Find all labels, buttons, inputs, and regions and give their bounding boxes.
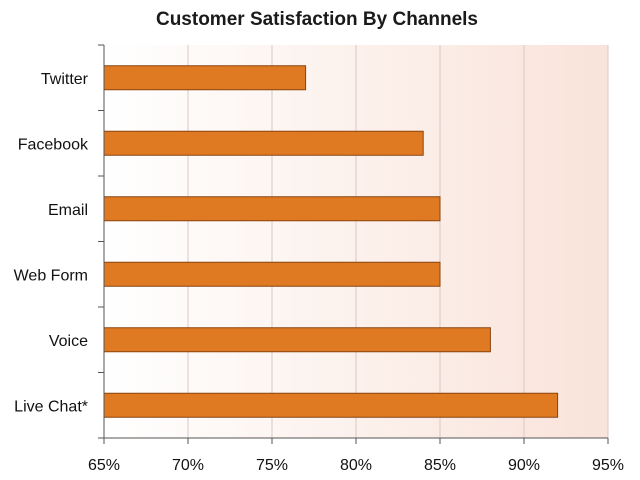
chart-title: Customer Satisfaction By Channels	[156, 9, 478, 30]
x-tick-label: 75%	[256, 457, 288, 474]
x-tick-label: 85%	[424, 457, 456, 474]
x-tick-label: 80%	[340, 457, 372, 474]
x-tick-label: 95%	[592, 457, 624, 474]
category-label: Web Form	[14, 267, 88, 284]
axes	[98, 44, 609, 444]
bars	[103, 65, 559, 418]
category-label: Voice	[49, 333, 88, 350]
bar	[103, 130, 424, 156]
bar	[103, 65, 307, 91]
labels: Twitter Facebook Email Web Form Voice Live Ch…	[14, 71, 624, 474]
bar	[103, 196, 441, 222]
bar	[103, 392, 559, 418]
bar	[103, 327, 491, 353]
category-label: Live Chat*	[14, 398, 88, 415]
x-tick-label: 90%	[508, 457, 540, 474]
category-label: Email	[48, 202, 88, 219]
x-tick-label: 70%	[172, 457, 204, 474]
category-label: Twitter	[41, 71, 89, 88]
x-tick-label: 65%	[88, 457, 120, 474]
gridlines	[187, 45, 609, 438]
category-label: Facebook	[18, 136, 89, 153]
bar	[103, 261, 441, 287]
